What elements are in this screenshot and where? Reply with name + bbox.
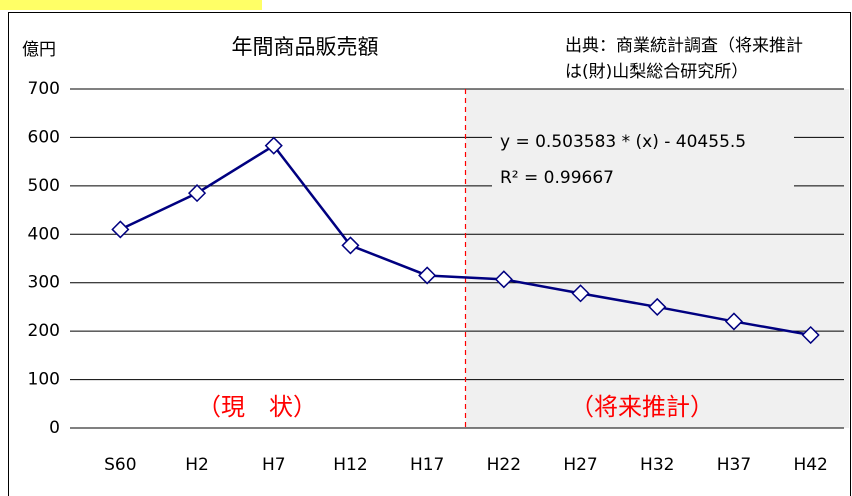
y-unit: 億円 — [22, 40, 56, 60]
y-tick-label: 400 — [28, 224, 60, 244]
data-point — [187, 184, 207, 203]
y-tick-label: 700 — [28, 79, 60, 99]
period-label: （現 状） — [197, 393, 317, 421]
y-tick-label: 600 — [28, 127, 60, 147]
y-tick-label: 0 — [49, 418, 60, 438]
data-point — [648, 297, 667, 316]
x-tick-label: H42 — [793, 455, 827, 475]
source-line: は(財)山梨総合研究所） — [565, 62, 748, 82]
equation: y = 0.503583 * (x) - 40455.5 — [500, 132, 746, 152]
data-point — [801, 325, 820, 345]
y-tick-label: 300 — [28, 273, 60, 293]
x-tick-label: H17 — [410, 455, 444, 475]
x-tick-label: H22 — [487, 455, 521, 475]
r-squared: R² = 0.99667 — [500, 168, 614, 188]
data-point — [418, 266, 437, 285]
y-tick-label: 200 — [28, 321, 60, 341]
x-tick-label: H37 — [717, 455, 751, 475]
x-tick-label: H7 — [262, 455, 286, 475]
period-label: （将来推計） — [570, 393, 714, 421]
chart-title: 年間商品販売額 — [232, 35, 379, 59]
data-point — [264, 136, 283, 155]
data-point — [494, 270, 513, 289]
data-point — [341, 236, 360, 255]
top-label-strip — [0, 0, 262, 10]
data-point — [724, 312, 744, 331]
x-tick-label: H12 — [333, 455, 367, 475]
data-point — [571, 284, 590, 303]
x-tick-label: H32 — [640, 455, 674, 475]
y-tick-label: 100 — [28, 370, 60, 390]
y-tick-label: 500 — [28, 176, 60, 196]
x-tick-label: H2 — [185, 455, 209, 475]
source-line: 出典：商業統計調査（将来推計 — [565, 36, 803, 56]
data-point — [111, 220, 130, 239]
x-tick-label: S60 — [104, 455, 136, 475]
x-tick-label: H27 — [563, 455, 597, 475]
series-line — [119, 144, 811, 337]
annotation-bg — [492, 125, 794, 195]
